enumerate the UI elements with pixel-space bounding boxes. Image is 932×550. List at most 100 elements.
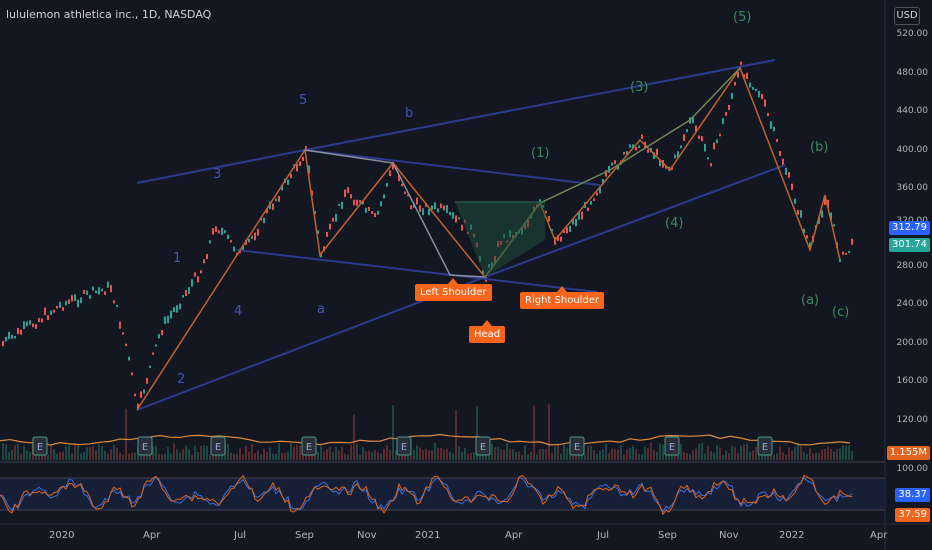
candle [209, 240, 211, 244]
volume-bar [458, 446, 460, 460]
candle [440, 203, 442, 209]
earnings-icon[interactable] [569, 436, 585, 456]
candle [722, 118, 724, 124]
candle [785, 167, 787, 175]
candle [362, 200, 364, 205]
volume-bar [311, 452, 313, 460]
volume-bar [107, 453, 109, 460]
volume-bar [446, 448, 448, 460]
earnings-label: E [306, 442, 312, 453]
candle [605, 170, 607, 177]
candle [452, 212, 454, 219]
candle [419, 205, 421, 212]
candle [686, 129, 688, 133]
candle [674, 154, 676, 159]
candle [551, 229, 553, 232]
candle [215, 226, 217, 232]
earnings-icon[interactable] [137, 436, 153, 456]
volume-bar [188, 449, 190, 460]
candle [77, 299, 79, 308]
volume-bar [101, 445, 103, 460]
candle [824, 198, 826, 206]
volume-bar [38, 453, 40, 460]
volume-bar [128, 453, 130, 460]
volume-bar [416, 445, 418, 460]
candle [62, 306, 64, 311]
candle [629, 144, 631, 148]
volume-bar [521, 454, 523, 460]
earnings-icon[interactable] [210, 436, 226, 456]
volume-bar [119, 452, 121, 460]
candle [782, 158, 784, 167]
left-shoulder-callout[interactable]: Left Shoulder [415, 278, 492, 301]
candle [593, 198, 595, 201]
volume-bar [437, 447, 439, 460]
candle [746, 72, 748, 80]
volume-bar [728, 453, 730, 460]
candle [773, 126, 775, 132]
volume-bar [518, 451, 520, 460]
volume-bar [623, 454, 625, 460]
volume-bar [338, 450, 340, 460]
candle [800, 210, 802, 218]
candle [356, 199, 358, 206]
volume-bar [293, 446, 295, 460]
volume-bar [524, 445, 526, 460]
candle [155, 344, 157, 347]
candle [374, 213, 376, 218]
earnings-marker: E [210, 436, 226, 456]
volume-bar [362, 447, 364, 460]
volume-bar [806, 453, 808, 460]
candle [26, 321, 28, 327]
channel-line [136, 149, 306, 184]
candle [359, 200, 361, 203]
volume-bar [272, 453, 274, 460]
volume-bar [836, 449, 838, 460]
candle [683, 134, 685, 141]
volume-bar [356, 443, 358, 460]
wave-label-blue: 5 [299, 93, 308, 108]
volume-bar [158, 454, 160, 460]
candle [755, 88, 757, 92]
earnings-icon[interactable] [301, 436, 317, 456]
volume-bar [827, 446, 829, 460]
volume-bar [215, 452, 217, 460]
volume-bar [155, 445, 157, 460]
time-tick: Apr [143, 530, 161, 541]
candle [368, 206, 370, 211]
volume-bar [335, 446, 337, 460]
earnings-icon[interactable] [664, 436, 680, 456]
candle [734, 82, 736, 86]
candle [761, 93, 763, 100]
volume-bar [605, 443, 607, 460]
wave-label-green: (5) [733, 10, 752, 25]
candle [191, 279, 193, 287]
wave-label-green: (3) [630, 80, 649, 95]
right-shoulder-callout[interactable]: Right Shoulder [520, 286, 605, 309]
volume-bar [323, 451, 325, 460]
earnings-icon[interactable] [32, 436, 48, 456]
volume-bar [830, 448, 832, 460]
volume-bar [83, 451, 85, 460]
volume-bar [626, 449, 628, 460]
earnings-icon[interactable] [757, 436, 773, 456]
earnings-icon[interactable] [475, 436, 491, 456]
volume-bar [530, 451, 532, 460]
trend-line [236, 249, 598, 293]
volume-bar [734, 447, 736, 460]
volume-bar [365, 451, 367, 460]
candle [116, 304, 118, 308]
volume-bar [341, 446, 343, 460]
currency-button[interactable]: USD [894, 7, 920, 25]
candle [176, 305, 178, 313]
candle [632, 144, 634, 149]
candle [326, 231, 328, 237]
candle [410, 205, 412, 210]
candle [737, 71, 739, 78]
earnings-icon[interactable] [396, 436, 412, 456]
head-callout[interactable]: Head [469, 320, 506, 343]
oscillator-d-line [0, 474, 853, 516]
volume-bar [503, 449, 505, 460]
candle [392, 162, 394, 170]
